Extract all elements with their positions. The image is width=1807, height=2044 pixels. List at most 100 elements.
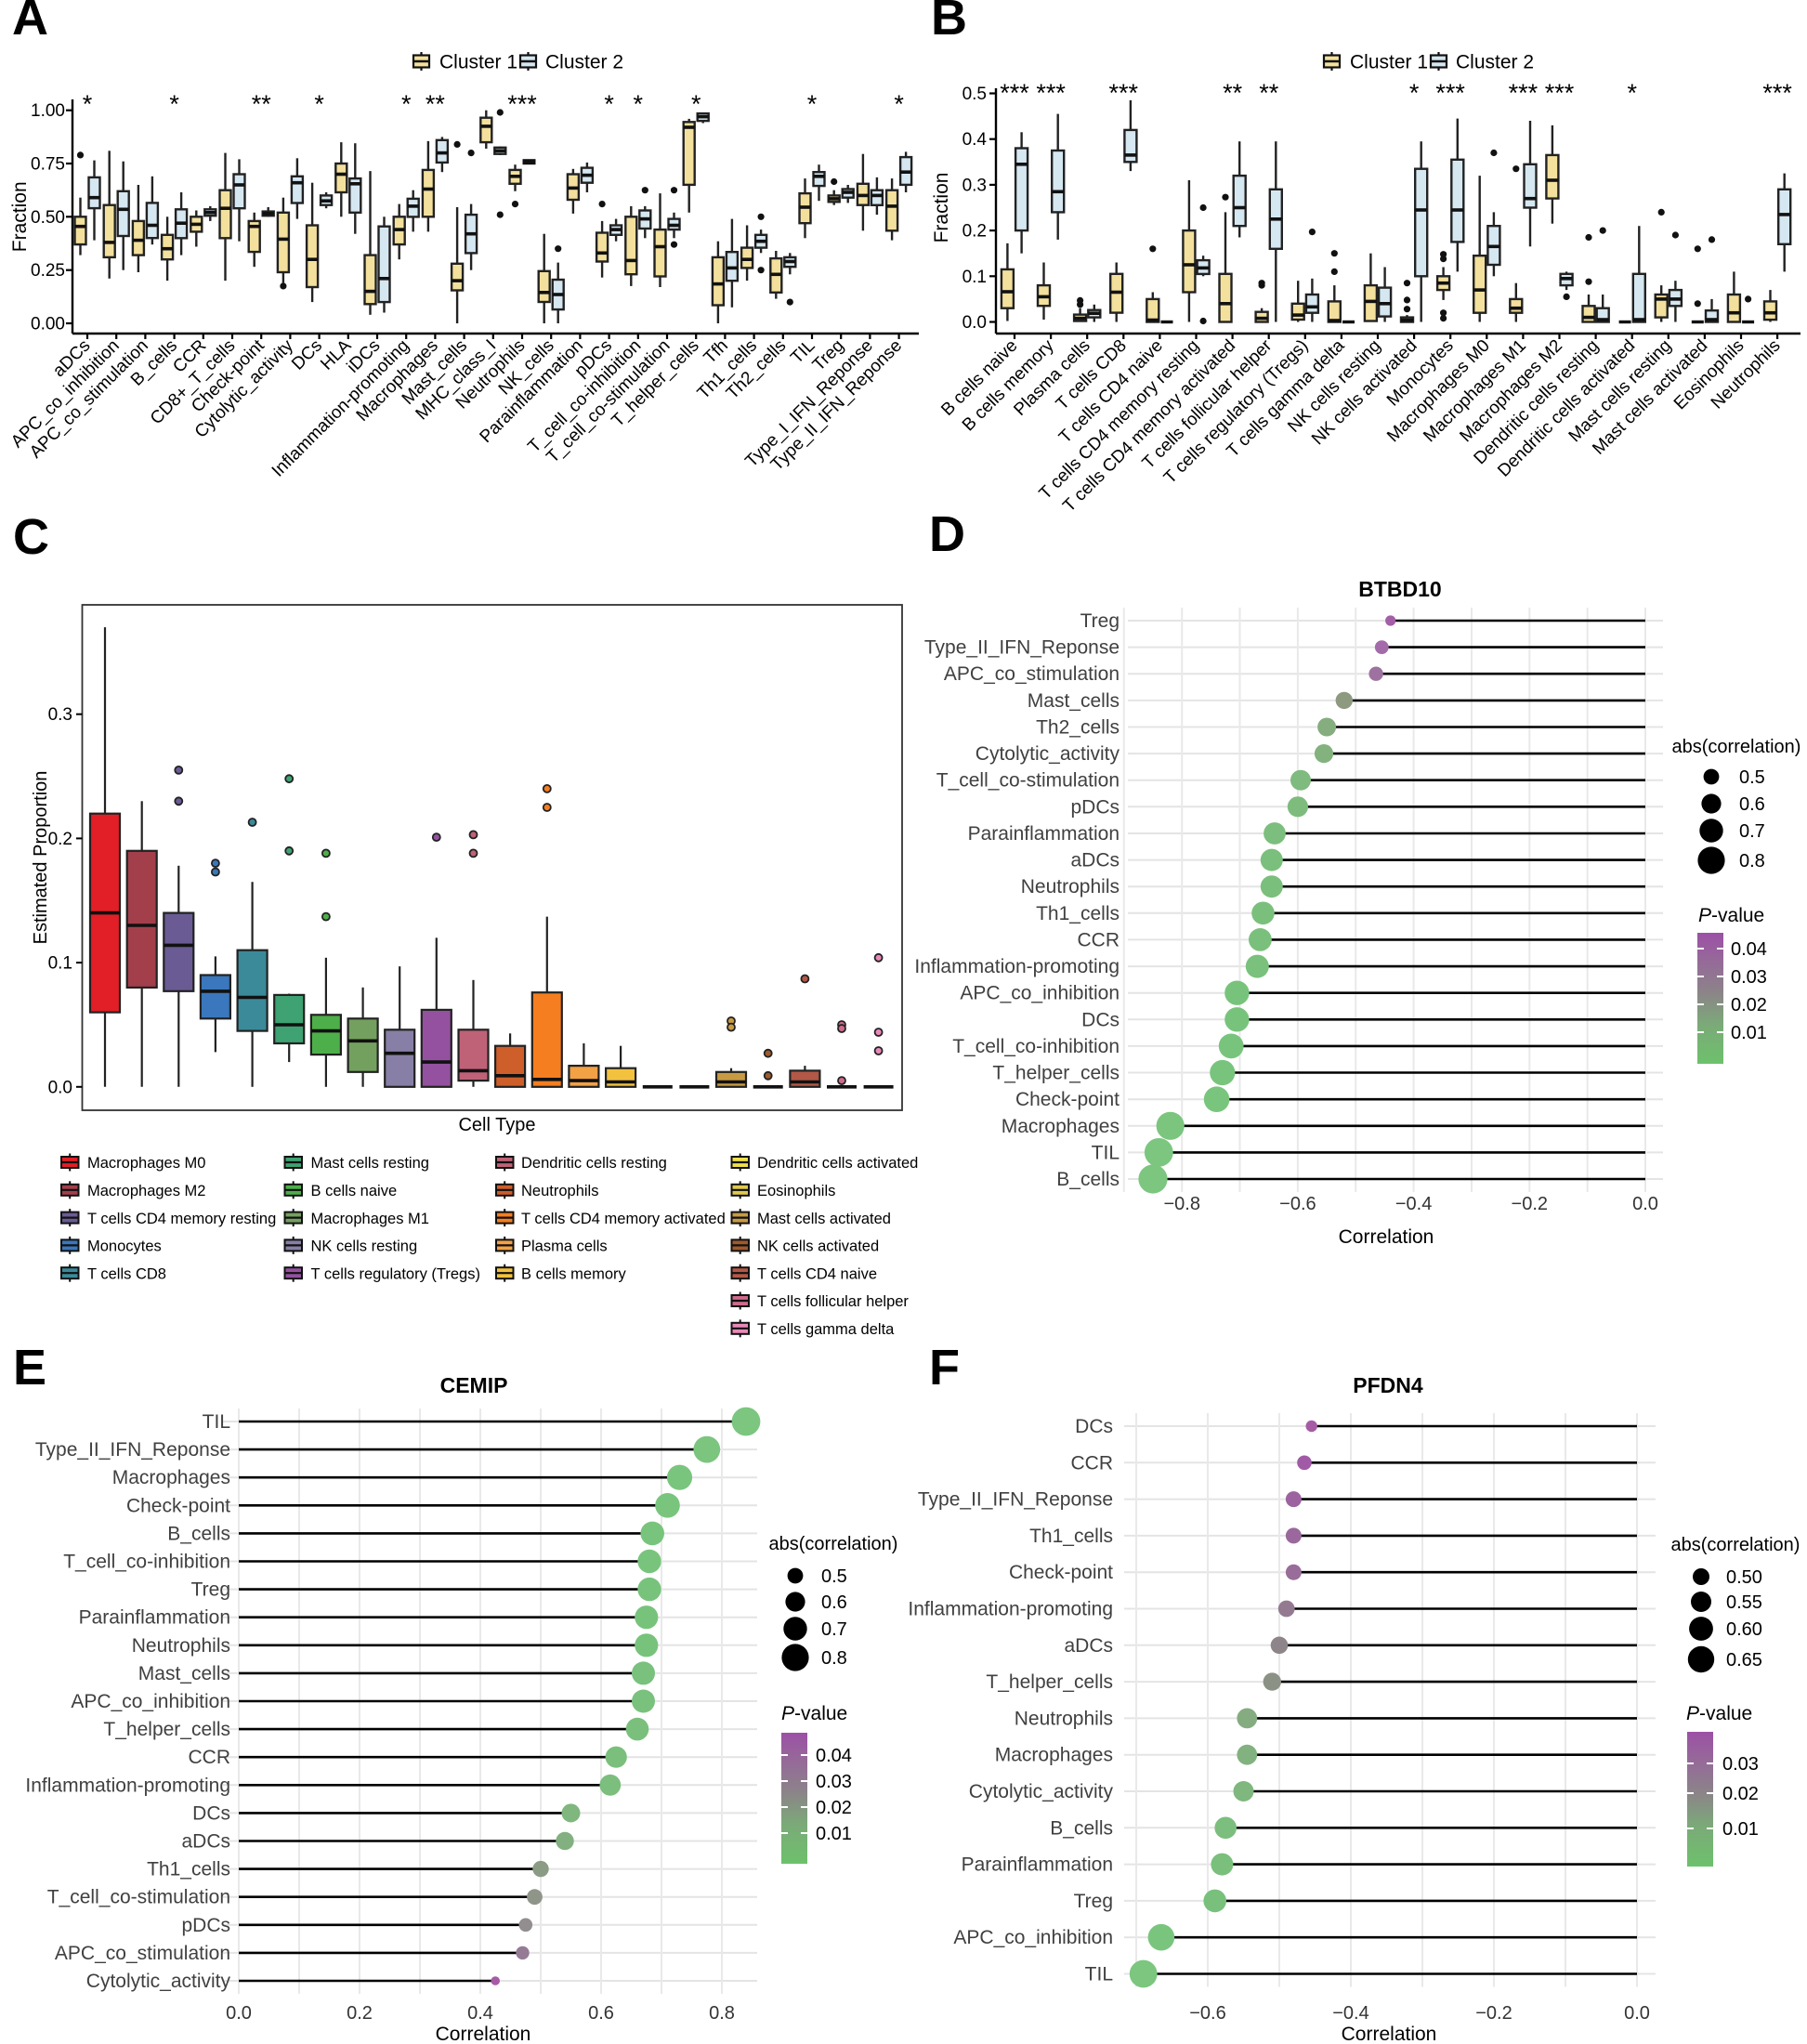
svg-text:*: *: [169, 90, 179, 118]
svg-text:**: **: [252, 90, 272, 118]
svg-text:0.6: 0.6: [821, 1592, 847, 1613]
svg-text:Cluster 2: Cluster 2: [545, 52, 623, 73]
svg-text:Mast_cells: Mast_cells: [1028, 690, 1120, 712]
svg-text:T cells follicular helper: T cells follicular helper: [757, 1293, 909, 1310]
svg-text:Dendritic cells activated: Dendritic cells activated: [757, 1155, 918, 1172]
svg-text:Th1_cells: Th1_cells: [1036, 903, 1120, 924]
svg-text:Estimated Proportion: Estimated Proportion: [31, 771, 51, 945]
svg-text:Parainflammation: Parainflammation: [962, 1854, 1113, 1876]
svg-text:0.6: 0.6: [588, 2003, 614, 2024]
svg-text:0.8: 0.8: [709, 2003, 735, 2024]
svg-text:0.65: 0.65: [1726, 1650, 1762, 1671]
svg-text:0.0: 0.0: [1624, 2003, 1650, 2024]
svg-text:Mast cells resting: Mast cells resting: [311, 1155, 429, 1172]
svg-text:0.0: 0.0: [48, 1078, 72, 1097]
svg-text:Eosinophils: Eosinophils: [757, 1183, 835, 1199]
svg-text:0.3: 0.3: [48, 705, 72, 725]
svg-text:***: ***: [1545, 79, 1575, 107]
svg-text:***: ***: [1000, 79, 1029, 107]
svg-text:0.50: 0.50: [31, 208, 65, 228]
svg-text:*: *: [1409, 79, 1420, 107]
svg-text:APC_co_stimulation: APC_co_stimulation: [944, 663, 1120, 685]
svg-text:*: *: [634, 90, 644, 118]
svg-text:NK cells resting: NK cells resting: [311, 1238, 418, 1255]
svg-text:B_cells: B_cells: [1050, 1817, 1113, 1839]
svg-text:0.02: 0.02: [816, 1798, 852, 1818]
svg-text:0.01: 0.01: [1731, 1023, 1767, 1043]
svg-text:0.04: 0.04: [816, 1746, 852, 1766]
svg-text:0.0: 0.0: [226, 2003, 252, 2024]
svg-text:T cells regulatory (Tregs): T cells regulatory (Tregs): [311, 1265, 480, 1282]
svg-text:Parainflammation: Parainflammation: [968, 823, 1120, 845]
svg-text:T_cell_co-inhibition: T_cell_co-inhibition: [952, 1036, 1120, 1057]
svg-text:*: *: [83, 90, 93, 118]
svg-text:F: F: [929, 1340, 960, 1395]
svg-text:***: ***: [1109, 79, 1139, 107]
svg-text:T_helper_cells: T_helper_cells: [986, 1671, 1113, 1693]
svg-text:Neutrophils: Neutrophils: [132, 1635, 230, 1657]
svg-text:−0.6: −0.6: [1279, 1194, 1316, 1214]
svg-text:**: **: [426, 90, 446, 118]
svg-text:TIL: TIL: [1092, 1142, 1120, 1163]
svg-text:*: *: [401, 90, 412, 118]
svg-text:B cells naive: B cells naive: [311, 1183, 398, 1199]
svg-text:Macrophages M1: Macrophages M1: [311, 1211, 429, 1227]
svg-text:BTBD10: BTBD10: [1358, 577, 1441, 601]
svg-text:0.0: 0.0: [962, 313, 987, 333]
svg-text:Type_II_IFN_Reponse: Type_II_IFN_Reponse: [924, 637, 1120, 659]
svg-text:−0.4: −0.4: [1332, 2003, 1368, 2024]
svg-text:Treg: Treg: [191, 1579, 230, 1601]
svg-text:0.03: 0.03: [816, 1772, 852, 1792]
svg-text:***: ***: [1036, 79, 1066, 107]
svg-text:abs(correlation): abs(correlation): [769, 1534, 898, 1554]
svg-text:TIL: TIL: [1085, 1964, 1113, 1985]
svg-text:0.4: 0.4: [467, 2003, 493, 2024]
svg-text:Inflammation-promoting: Inflammation-promoting: [908, 1599, 1113, 1620]
svg-text:0.03: 0.03: [1722, 1754, 1759, 1775]
svg-text:*: *: [894, 90, 904, 118]
svg-text:Cluster 1: Cluster 1: [439, 52, 517, 73]
svg-text:Treg: Treg: [1074, 1891, 1113, 1912]
svg-text:Neutrophils: Neutrophils: [1015, 1708, 1113, 1729]
svg-text:DCs: DCs: [1075, 1416, 1113, 1437]
svg-text:T_helper_cells: T_helper_cells: [103, 1719, 230, 1740]
svg-text:P-value: P-value: [781, 1703, 847, 1724]
svg-text:**: **: [1259, 79, 1279, 107]
svg-text:P-value: P-value: [1698, 905, 1764, 926]
svg-text:Dendritic cells resting: Dendritic cells resting: [521, 1155, 667, 1172]
svg-text:aDCs: aDCs: [1070, 850, 1120, 871]
svg-text:T cells gamma delta: T cells gamma delta: [757, 1321, 895, 1338]
svg-text:0.03: 0.03: [1731, 967, 1767, 988]
svg-text:0.4: 0.4: [962, 130, 988, 150]
svg-text:Check-point: Check-point: [1009, 1562, 1113, 1583]
svg-text:Cytolytic_activity: Cytolytic_activity: [976, 743, 1120, 765]
svg-text:Check-point: Check-point: [126, 1495, 230, 1516]
svg-text:0.2: 0.2: [962, 222, 987, 242]
svg-text:D: D: [929, 506, 965, 562]
svg-text:CCR: CCR: [1071, 1452, 1114, 1474]
svg-text:**: **: [1223, 79, 1243, 107]
svg-text:APC_co_inhibition: APC_co_inhibition: [953, 1927, 1113, 1948]
svg-text:Macrophages M2: Macrophages M2: [87, 1183, 205, 1199]
svg-text:−0.4: −0.4: [1395, 1194, 1432, 1214]
svg-text:0.1: 0.1: [962, 268, 987, 287]
svg-text:NK cells activated: NK cells activated: [757, 1238, 879, 1255]
svg-text:APC_co_inhibition: APC_co_inhibition: [960, 983, 1120, 1004]
svg-text:Macrophages: Macrophages: [112, 1467, 230, 1488]
svg-text:0.02: 0.02: [1722, 1784, 1759, 1804]
svg-text:B: B: [931, 0, 967, 46]
svg-text:Treg: Treg: [1080, 610, 1120, 632]
svg-text:Neutrophils: Neutrophils: [1021, 876, 1120, 898]
svg-text:pDCs: pDCs: [1070, 796, 1120, 818]
svg-text:Inflammation-promoting: Inflammation-promoting: [914, 956, 1120, 977]
svg-text:1.00: 1.00: [31, 101, 65, 121]
svg-text:abs(correlation): abs(correlation): [1671, 1535, 1800, 1555]
svg-text:T cells CD4 memory resting: T cells CD4 memory resting: [87, 1211, 276, 1227]
svg-text:Correlation: Correlation: [1342, 2024, 1437, 2044]
svg-text:0.01: 0.01: [1722, 1819, 1759, 1840]
svg-text:0.75: 0.75: [31, 155, 65, 175]
svg-text:APC_co_stimulation: APC_co_stimulation: [55, 1943, 230, 1964]
svg-text:CEMIP: CEMIP: [440, 1373, 508, 1397]
svg-text:*: *: [604, 90, 614, 118]
svg-text:T cells CD8: T cells CD8: [87, 1265, 166, 1282]
